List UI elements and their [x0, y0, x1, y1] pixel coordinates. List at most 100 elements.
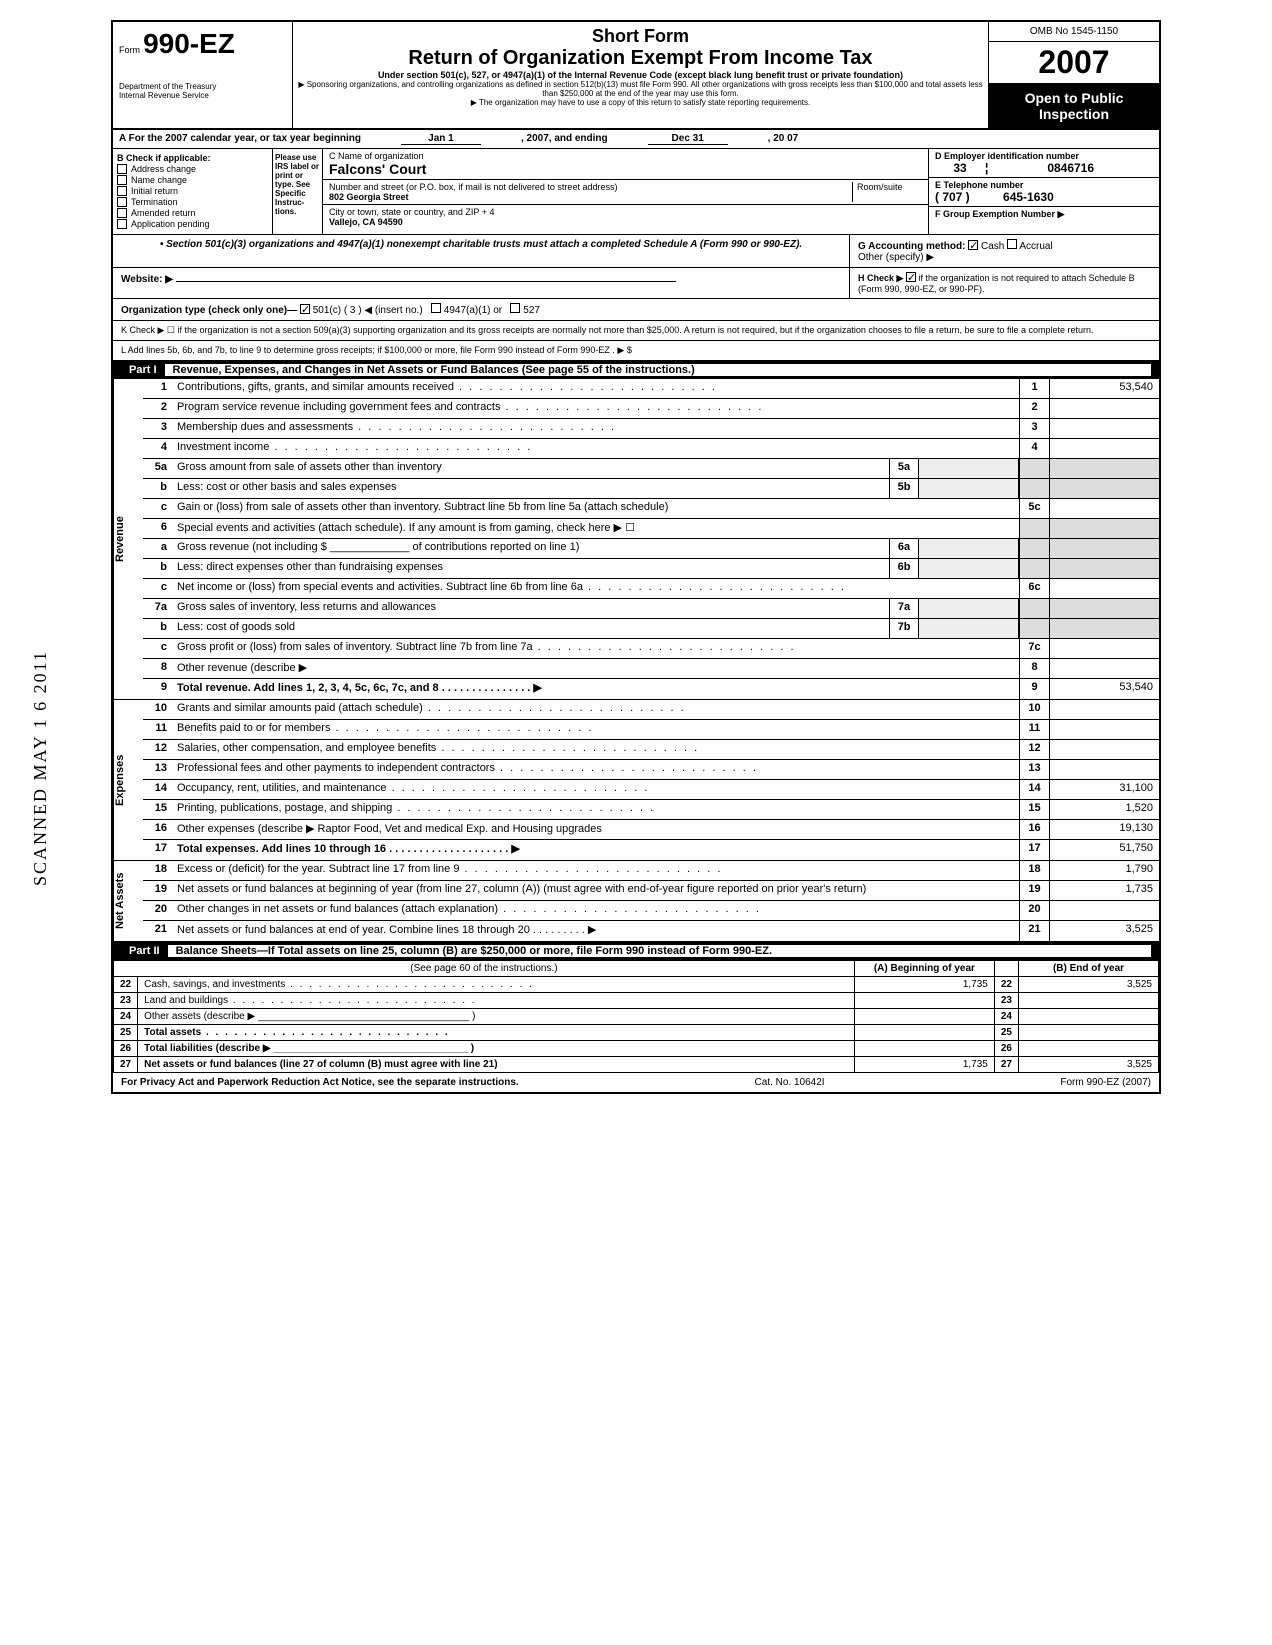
line12-val — [1049, 740, 1159, 759]
line13-desc: Professional fees and other payments to … — [173, 760, 1019, 779]
line7b-desc: Less: cost of goods sold — [173, 619, 889, 638]
r27-a: 1,735 — [854, 1057, 994, 1073]
omb-number: OMB No 1545-1150 — [989, 22, 1159, 42]
r27-b: 3,525 — [1019, 1057, 1159, 1073]
r24-desc: Other assets (describe ▶ _______________… — [138, 1009, 855, 1025]
phone-num: 645-1630 — [1003, 190, 1054, 204]
website-row: Website: ▶ H Check ▶ if the organization… — [113, 268, 1159, 299]
ein-1: 33 — [935, 161, 985, 175]
col-b: B Check if applicable: Address change Na… — [113, 149, 273, 234]
line3-desc: Membership dues and assessments — [173, 419, 1019, 438]
g-label: G Accounting method: — [858, 241, 965, 252]
line3-val — [1049, 419, 1159, 438]
line5b-desc: Less: cost or other basis and sales expe… — [173, 479, 889, 498]
tax-year: 2007 — [989, 42, 1159, 84]
table-row: 22Cash, savings, and investments1,735223… — [114, 977, 1159, 993]
line21-desc: Net assets or fund balances at end of ye… — [173, 921, 1019, 941]
accrual-label: Accrual — [1019, 241, 1052, 252]
cb-name-label: Name change — [131, 175, 187, 185]
room-label: Room/suite — [852, 182, 922, 202]
r23-desc: Land and buildings — [138, 993, 855, 1009]
line15-val: 1,520 — [1049, 800, 1159, 819]
cb-name[interactable]: Name change — [117, 175, 268, 185]
b-label: B Check if applicable: — [117, 153, 268, 163]
line7a-mid: 7a — [889, 599, 919, 618]
line16-val: 19,130 — [1049, 820, 1159, 839]
line2-val — [1049, 399, 1159, 418]
cb-4947[interactable] — [431, 303, 441, 313]
line10-desc: Grants and similar amounts paid (attach … — [173, 700, 1019, 719]
line6-desc: Special events and activities (attach sc… — [173, 519, 1019, 538]
cb-address-label: Address change — [131, 164, 196, 174]
line6b-desc: Less: direct expenses other than fundrai… — [173, 559, 889, 578]
cb-address[interactable]: Address change — [117, 164, 268, 174]
cb-amended[interactable]: Amended return — [117, 208, 268, 218]
r23-b — [1019, 993, 1159, 1009]
line7b-mid: 7b — [889, 619, 919, 638]
table-row: 23Land and buildings23 — [114, 993, 1159, 1009]
header-center: Short Form Return of Organization Exempt… — [293, 22, 989, 128]
527-label: 527 — [523, 305, 540, 316]
cb-initial[interactable]: Initial return — [117, 186, 268, 196]
group-label: F Group Exemption Number ▶ — [935, 209, 1153, 220]
col-please: Please use IRS label or print or type. S… — [273, 149, 323, 234]
r26-m: 26 — [994, 1041, 1018, 1057]
row-k: K Check ▶ ☐ if the organization is not a… — [113, 321, 1159, 341]
line16-desc: Other expenses (describe ▶ Raptor Food, … — [173, 820, 1019, 839]
ein-2: 0846716 — [988, 161, 1153, 175]
open-public: Open to Public — [995, 90, 1153, 106]
line5c-desc: Gain or (loss) from sale of assets other… — [173, 499, 1019, 518]
part2-colB: (B) End of year — [1019, 961, 1159, 977]
r24-n: 24 — [114, 1009, 138, 1025]
r25-a — [854, 1025, 994, 1041]
cb-cash[interactable] — [968, 240, 978, 250]
r27-m: 27 — [994, 1057, 1018, 1073]
line19-desc: Net assets or fund balances at beginning… — [173, 881, 1019, 900]
501c-label: 501(c) ( 3 ) ◀ (insert no.) — [313, 305, 423, 316]
line11-val — [1049, 720, 1159, 739]
line8-val — [1049, 659, 1159, 678]
cb-schedule-b[interactable] — [906, 272, 916, 282]
section-attach: • Section 501(c)(3) organizations and 49… — [113, 235, 1159, 268]
line6b-mid: 6b — [889, 559, 919, 578]
cb-pending-label: Application pending — [131, 219, 210, 229]
sponsor-note: ▶ Sponsoring organizations, and controll… — [297, 80, 984, 98]
cb-termination[interactable]: Termination — [117, 197, 268, 207]
line7a-desc: Gross sales of inventory, less returns a… — [173, 599, 889, 618]
revenue-block: Revenue 1Contributions, gifts, grants, a… — [113, 379, 1159, 700]
orgtype-row: Organization type (check only one)— 501(… — [113, 299, 1159, 321]
line20-desc: Other changes in net assets or fund bala… — [173, 901, 1019, 920]
revenue-vert-label: Revenue — [113, 379, 143, 699]
cb-501c[interactable] — [300, 304, 310, 314]
r26-n: 26 — [114, 1041, 138, 1057]
cb-accrual[interactable] — [1007, 239, 1017, 249]
line21-val: 3,525 — [1049, 921, 1159, 941]
r25-n: 25 — [114, 1025, 138, 1041]
h-label: H Check ▶ — [858, 273, 903, 283]
line5c-val — [1049, 499, 1159, 518]
line2-desc: Program service revenue including govern… — [173, 399, 1019, 418]
part1-title: Revenue, Expenses, and Changes in Net As… — [165, 364, 1151, 376]
line18-val: 1,790 — [1049, 861, 1159, 880]
r22-a: 1,735 — [854, 977, 994, 993]
attach-right: G Accounting method: Cash Accrual Other … — [849, 235, 1159, 267]
street-value: 802 Georgia Street — [329, 192, 852, 202]
row-a-yr: , 20 07 — [768, 133, 799, 145]
line9-val: 53,540 — [1049, 679, 1159, 699]
line7c-desc: Gross profit or (loss) from sales of inv… — [173, 639, 1019, 658]
table-row: 26Total liabilities (describe ▶ ________… — [114, 1041, 1159, 1057]
line4-desc: Investment income — [173, 439, 1019, 458]
part2-label: Part II — [121, 945, 168, 957]
line10-val — [1049, 700, 1159, 719]
other-specify: Other (specify) ▶ — [858, 252, 1151, 263]
cb-527[interactable] — [510, 303, 520, 313]
part2-colA: (A) Beginning of year — [854, 961, 994, 977]
form-990ez: Form 990-EZ Department of the Treasury I… — [111, 20, 1161, 1094]
cb-initial-label: Initial return — [131, 186, 178, 196]
r22-m: 22 — [994, 977, 1018, 993]
website-label: Website: ▶ — [121, 274, 173, 285]
year-end: Dec 31 — [648, 133, 728, 145]
col-c: C Name of organization Falcons' Court Nu… — [323, 149, 929, 234]
row-a-label: A For the 2007 calendar year, or tax yea… — [119, 133, 361, 145]
cb-pending[interactable]: Application pending — [117, 219, 268, 229]
